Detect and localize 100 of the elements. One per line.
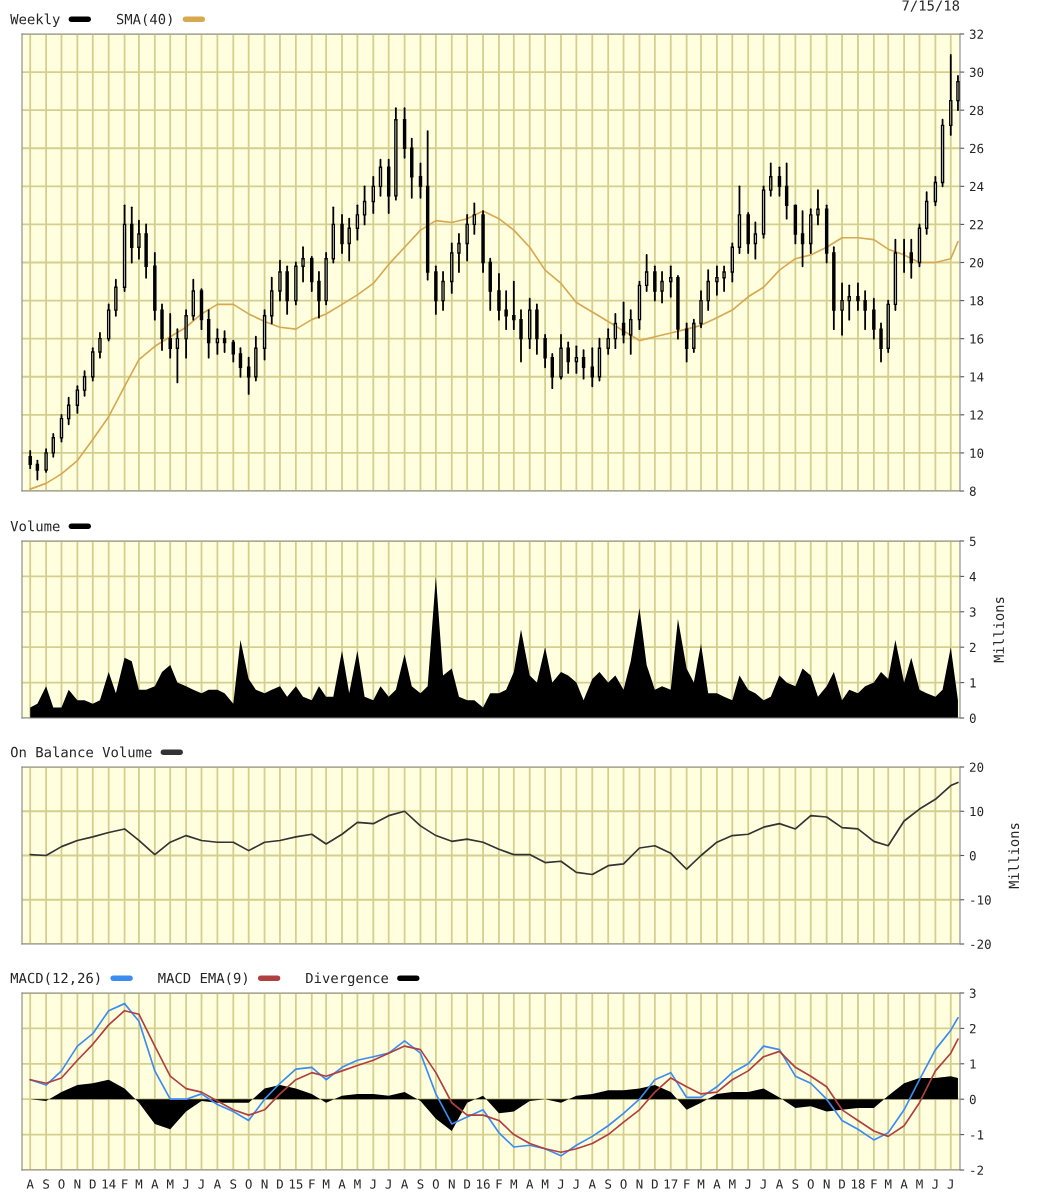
candlestick xyxy=(519,309,523,363)
x-tick-label: J xyxy=(198,1179,204,1189)
x-tick-label: D xyxy=(89,1179,96,1189)
candlestick xyxy=(706,269,710,312)
candlestick xyxy=(715,265,719,296)
candlestick xyxy=(44,448,48,473)
candlestick xyxy=(355,204,360,241)
x-tick-label: N xyxy=(823,1179,830,1189)
candlestick xyxy=(872,297,876,340)
x-tick-label: D xyxy=(277,1179,283,1189)
y-tick-label: 2 xyxy=(969,1023,976,1034)
y-axis-title: Millions xyxy=(1008,823,1020,889)
x-tick-label: 16 xyxy=(477,1179,490,1189)
candlestick xyxy=(98,332,102,359)
x-tick-label: F xyxy=(309,1179,315,1189)
x-tick-label: F xyxy=(684,1179,690,1189)
x-tick-label: A xyxy=(588,1179,596,1189)
y-tick-label: 0 xyxy=(969,1094,976,1105)
x-tick-label: S xyxy=(417,1179,424,1189)
x-tick-label: A xyxy=(775,1179,784,1189)
candlestick xyxy=(137,219,141,260)
candlestick xyxy=(574,345,579,374)
x-tick-label: M xyxy=(166,1179,174,1189)
x-tick-label: J xyxy=(183,1179,189,1189)
candlestick xyxy=(606,328,610,355)
candlestick xyxy=(816,189,820,226)
x-tick-label: O xyxy=(432,1179,439,1189)
x-tick-label: 14 xyxy=(102,1179,116,1189)
candlestick xyxy=(238,347,243,378)
candlestick xyxy=(175,328,180,384)
x-tick-label: O xyxy=(245,1179,252,1189)
line-series xyxy=(29,781,959,876)
y-tick-label: 10 xyxy=(970,448,984,458)
y-tick-label: 18 xyxy=(970,296,984,306)
y-tick-label: 30 xyxy=(969,67,984,78)
legend-label: Weekly xyxy=(10,13,60,28)
y-tick-label: 1 xyxy=(970,1059,976,1069)
x-tick-label: 17 xyxy=(664,1179,678,1189)
y-tick-label: 2 xyxy=(969,642,976,652)
candlestick xyxy=(347,217,351,262)
candlestick xyxy=(340,213,344,254)
candlestick xyxy=(317,271,321,319)
x-tick-label: O xyxy=(807,1179,814,1189)
x-tick-label: J xyxy=(573,1179,579,1189)
y-tick-label: 32 xyxy=(969,29,984,39)
candlestick xyxy=(512,280,516,331)
line-series xyxy=(29,210,959,490)
candlestick xyxy=(566,341,570,374)
x-tick-label: N xyxy=(448,1179,455,1189)
candlestick xyxy=(504,290,508,331)
candlestick xyxy=(465,213,469,262)
x-tick-label: S xyxy=(605,1179,612,1189)
y-tick-label: 8 xyxy=(969,486,976,496)
x-tick-label: J xyxy=(760,1179,766,1189)
text: 7/15/18 xyxy=(902,0,960,12)
x-tick-label: A xyxy=(338,1179,346,1189)
x-tick-label: J xyxy=(947,1179,953,1189)
x-tick-label: O xyxy=(58,1179,65,1189)
candlestick xyxy=(840,282,844,336)
x-tick-label: F xyxy=(496,1179,502,1189)
x-tick-label: M xyxy=(354,1179,361,1189)
x-tick-label: J xyxy=(745,1179,751,1189)
y-tick-label: 16 xyxy=(970,334,984,344)
candlestick xyxy=(621,301,626,344)
y-tick-label: 5 xyxy=(969,536,976,546)
x-tick-label: S xyxy=(792,1179,799,1189)
x-tick-label: M xyxy=(322,1179,330,1189)
candlestick xyxy=(51,432,56,458)
x-tick-label: 18 xyxy=(851,1179,865,1189)
y-tick-label: 22 xyxy=(969,219,984,230)
x-tick-label: J xyxy=(370,1179,376,1189)
candlestick xyxy=(879,322,883,363)
x-tick-label: 15 xyxy=(289,1179,303,1189)
x-tick-label: A xyxy=(900,1179,908,1189)
candlestick xyxy=(278,259,282,302)
y-tick-label: 3 xyxy=(969,988,976,998)
x-tick-label: O xyxy=(620,1179,627,1189)
candlestick xyxy=(856,282,860,312)
x-tick-label: A xyxy=(213,1179,221,1189)
y-tick-label: 12 xyxy=(970,410,984,420)
y-tick-label: 24 xyxy=(969,181,984,192)
x-tick-label: F xyxy=(122,1179,128,1189)
y-tick-label: 3 xyxy=(969,607,976,617)
legend-label: SMA(40) xyxy=(116,13,172,26)
x-tick-label: J xyxy=(932,1179,938,1189)
legend-label: On Balance Volume xyxy=(10,746,152,758)
y-tick-label: -20 xyxy=(971,939,991,949)
y-tick-label: -2 xyxy=(971,1165,984,1175)
legend-label: Divergence xyxy=(306,972,389,987)
candlestick xyxy=(629,309,633,355)
candlestick xyxy=(114,278,118,317)
legend-label: Volume xyxy=(10,520,60,532)
x-tick-label: A xyxy=(26,1179,34,1189)
candlestick xyxy=(472,202,477,235)
candlestick xyxy=(457,233,461,273)
y-tick-label: -10 xyxy=(971,895,991,905)
x-tick-label: N xyxy=(261,1179,268,1189)
y-tick-label: 20 xyxy=(969,258,984,268)
x-tick-label: N xyxy=(636,1179,643,1189)
y-tick-label: 20 xyxy=(969,762,984,772)
